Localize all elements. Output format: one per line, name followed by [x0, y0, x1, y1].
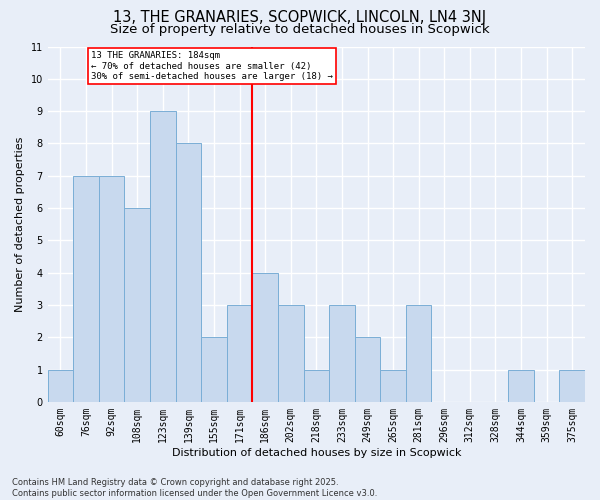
- Bar: [47, 370, 73, 402]
- Bar: [355, 337, 380, 402]
- Bar: [278, 305, 304, 402]
- X-axis label: Distribution of detached houses by size in Scopwick: Distribution of detached houses by size …: [172, 448, 461, 458]
- Bar: [508, 370, 534, 402]
- Bar: [150, 111, 176, 402]
- Text: Contains HM Land Registry data © Crown copyright and database right 2025.
Contai: Contains HM Land Registry data © Crown c…: [12, 478, 377, 498]
- Y-axis label: Number of detached properties: Number of detached properties: [15, 136, 25, 312]
- Bar: [304, 370, 329, 402]
- Bar: [99, 176, 124, 402]
- Text: 13, THE GRANARIES, SCOPWICK, LINCOLN, LN4 3NJ: 13, THE GRANARIES, SCOPWICK, LINCOLN, LN…: [113, 10, 487, 25]
- Bar: [406, 305, 431, 402]
- Bar: [329, 305, 355, 402]
- Text: 13 THE GRANARIES: 184sqm
← 70% of detached houses are smaller (42)
30% of semi-d: 13 THE GRANARIES: 184sqm ← 70% of detach…: [91, 52, 333, 81]
- Bar: [73, 176, 99, 402]
- Bar: [124, 208, 150, 402]
- Bar: [176, 144, 201, 402]
- Bar: [227, 305, 253, 402]
- Bar: [380, 370, 406, 402]
- Bar: [253, 272, 278, 402]
- Text: Size of property relative to detached houses in Scopwick: Size of property relative to detached ho…: [110, 22, 490, 36]
- Bar: [201, 337, 227, 402]
- Bar: [559, 370, 585, 402]
